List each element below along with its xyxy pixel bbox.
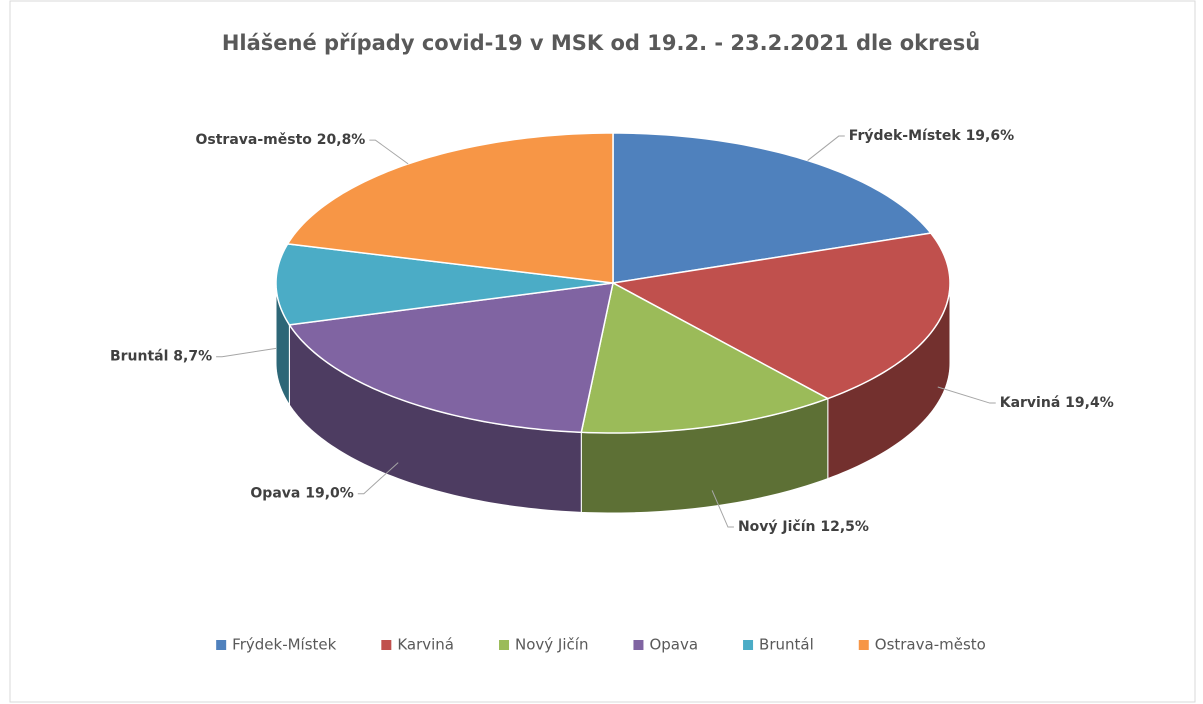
data-label: Ostrava-město 20,8%	[196, 132, 366, 148]
legend-label: Karviná	[397, 636, 454, 654]
data-label-category: Nový Jičín	[738, 519, 816, 535]
chart-title: Hlášené případy covid-19 v MSK od 19.2. …	[222, 31, 980, 55]
data-label: Bruntál 8,7%	[110, 349, 212, 365]
legend-swatch	[216, 640, 227, 650]
legend-item: Opava	[633, 636, 698, 654]
slice	[286, 132, 614, 284]
legend-swatch	[499, 640, 510, 650]
leader-line	[937, 386, 996, 404]
data-label-value: 8,7%	[173, 349, 212, 365]
slice	[580, 281, 830, 434]
leader-line	[357, 462, 399, 495]
legend-label: Frýdek-Místek	[232, 636, 336, 654]
legend-label: Bruntál	[759, 636, 814, 654]
legend-item: Karviná	[381, 636, 454, 654]
data-label-category: Opava	[250, 486, 300, 502]
legend-swatch	[743, 640, 754, 650]
data-label-category: Karviná	[1000, 395, 1061, 411]
data-label-category: Bruntál	[110, 349, 168, 365]
data-label-category: Ostrava-město	[196, 132, 313, 148]
leader-line	[216, 347, 277, 358]
data-label: Nový Jičín 12,5%	[738, 519, 869, 535]
data-label: Karviná 19,4%	[1000, 395, 1114, 411]
leader-line	[711, 490, 734, 528]
legend-item: Nový Jičín	[499, 636, 588, 654]
data-label: Frýdek-Místek 19,6%	[849, 128, 1014, 144]
legend-label: Opava	[649, 636, 698, 654]
leader-line	[807, 135, 845, 161]
data-label: Opava 19,0%	[250, 486, 353, 502]
legend-item: Bruntál	[743, 636, 814, 654]
data-label-category: Frýdek-Místek	[849, 128, 962, 144]
legend-label: Nový Jičín	[515, 636, 588, 654]
legend-swatch	[633, 640, 644, 650]
data-label-value: 19,4%	[1065, 395, 1114, 411]
slice	[275, 243, 614, 326]
legend-label: Ostrava-město	[875, 636, 986, 654]
data-label-value: 19,0%	[305, 486, 354, 502]
data-label-value: 12,5%	[820, 519, 869, 535]
slice	[610, 232, 951, 400]
legend-item: Frýdek-Místek	[216, 636, 337, 654]
legend-item: Ostrava-město	[858, 636, 986, 654]
data-label-value: 20,8%	[317, 132, 366, 148]
slice	[288, 282, 614, 434]
leader-line	[369, 139, 409, 165]
legend-swatch	[858, 640, 869, 650]
data-label-value: 19,6%	[966, 128, 1015, 144]
legend-swatch	[381, 640, 392, 650]
